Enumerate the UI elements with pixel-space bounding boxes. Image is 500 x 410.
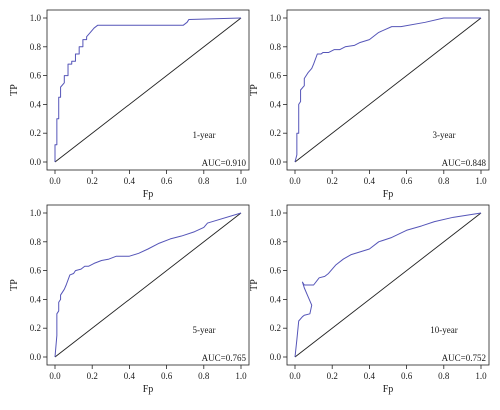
roc-curve	[54, 17, 242, 162]
y-tick-label: 0.6	[30, 266, 42, 276]
auc-label: AUC=0.752	[442, 353, 486, 363]
reference-diagonal-line	[294, 212, 482, 358]
reference-diagonal-line	[54, 17, 242, 163]
x-tick-label: 0.0	[49, 176, 61, 186]
x-axis-title: Fp	[143, 384, 154, 395]
x-tick-label: 0.6	[161, 371, 173, 381]
y-tick-label: 0.6	[30, 71, 42, 81]
x-tick-label: 0.8	[198, 176, 210, 186]
y-tick-label: 0.4	[270, 99, 282, 109]
y-tick-label: 0.8	[30, 237, 42, 247]
y-tick-label: 0.4	[270, 294, 282, 304]
roc-panel-4: 0.0 0.2 0.4 0.6 0.8 1.0 0.0 0.2 0.4 0.6 0.8 1.0 Fp TP…	[249, 204, 490, 395]
y-axis-title: TP	[9, 279, 20, 291]
y-axis-title: TP	[249, 84, 260, 96]
x-tick-label: 0.4	[124, 371, 136, 381]
roc-curve	[294, 17, 481, 163]
x-tick-label: 0.2	[327, 176, 338, 186]
y-tick-label: 0.0	[270, 157, 282, 167]
x-tick-label: 0.8	[198, 371, 210, 381]
y-tick-label: 0.2	[270, 323, 281, 333]
x-tick-label: 0.4	[364, 176, 376, 186]
y-tick-label: 1.0	[30, 208, 42, 218]
auc-label: AUC=0.848	[442, 158, 487, 168]
y-tick-label: 0.8	[270, 237, 282, 247]
y-tick-label: 0.0	[270, 352, 282, 362]
y-tick-label: 0.8	[30, 42, 42, 52]
y-tick-label: 0.8	[270, 42, 282, 52]
y-tick-label: 0.2	[270, 128, 281, 138]
y-tick-label: 0.6	[270, 266, 282, 276]
plot-frame	[46, 9, 250, 171]
x-tick-label: 1.0	[475, 371, 487, 381]
panel-label: 3-year	[433, 130, 456, 140]
x-tick-label: 1.0	[475, 176, 487, 186]
y-tick-label: 0.6	[270, 71, 282, 81]
auc-label: AUC=0.910	[202, 158, 247, 168]
roc-curve	[294, 212, 482, 358]
x-tick-label: 0.0	[289, 176, 301, 186]
roc-panel-3: 0.0 0.2 0.4 0.6 0.8 1.0 0.0 0.2 0.4 0.6 0.8 1.0 Fp TP…	[9, 204, 250, 395]
y-tick-label: 0.4	[30, 294, 42, 304]
y-tick-label: 0.0	[30, 157, 42, 167]
x-tick-label: 0.4	[124, 176, 136, 186]
x-tick-label: 0.4	[364, 371, 376, 381]
y-tick-label: 0.0	[30, 352, 42, 362]
reference-diagonal-line	[54, 212, 242, 358]
x-tick-label: 0.2	[87, 176, 98, 186]
auc-label: AUC=0.765	[202, 353, 247, 363]
panel-label: 1-year	[193, 130, 216, 140]
x-tick-label: 0.8	[438, 371, 450, 381]
x-tick-label: 1.0	[235, 176, 247, 186]
x-tick-label: 0.2	[87, 371, 98, 381]
y-axis-title: TP	[9, 84, 20, 96]
roc-panel-2: 0.0 0.2 0.4 0.6 0.8 1.0 0.0 0.2 0.4 0.6 0.8 1.0 Fp TP…	[249, 9, 490, 200]
x-axis-title: Fp	[143, 189, 154, 200]
y-axis-title: TP	[249, 279, 260, 291]
y-tick-label: 0.2	[30, 128, 41, 138]
plot-frame	[286, 9, 490, 171]
x-tick-label: 0.2	[327, 371, 338, 381]
x-tick-label: 0.6	[401, 371, 413, 381]
roc-curve	[54, 212, 242, 358]
y-tick-label: 1.0	[270, 208, 282, 218]
y-tick-label: 0.2	[30, 323, 41, 333]
x-tick-label: 0.6	[401, 176, 413, 186]
x-tick-label: 0.0	[289, 371, 301, 381]
y-tick-label: 1.0	[30, 13, 42, 23]
x-axis-title: Fp	[383, 384, 394, 395]
panel-label: 5-year	[193, 325, 216, 335]
x-tick-label: 1.0	[235, 371, 247, 381]
y-tick-label: 0.4	[30, 99, 42, 109]
x-tick-label: 0.8	[438, 176, 450, 186]
plot-frame	[286, 204, 490, 366]
x-axis-title: Fp	[383, 189, 394, 200]
x-tick-label: 0.6	[161, 176, 173, 186]
panel-label: 10-year	[430, 325, 457, 335]
y-tick-label: 1.0	[270, 13, 282, 23]
reference-diagonal-line	[294, 17, 482, 163]
x-tick-label: 0.0	[49, 371, 61, 381]
roc-panel-1: 0.0 0.2 0.4 0.6 0.8 1.0 0.0 0.2 0.4 0.6 0.8 1.0 Fp TP…	[9, 9, 250, 200]
plot-frame	[46, 204, 250, 366]
